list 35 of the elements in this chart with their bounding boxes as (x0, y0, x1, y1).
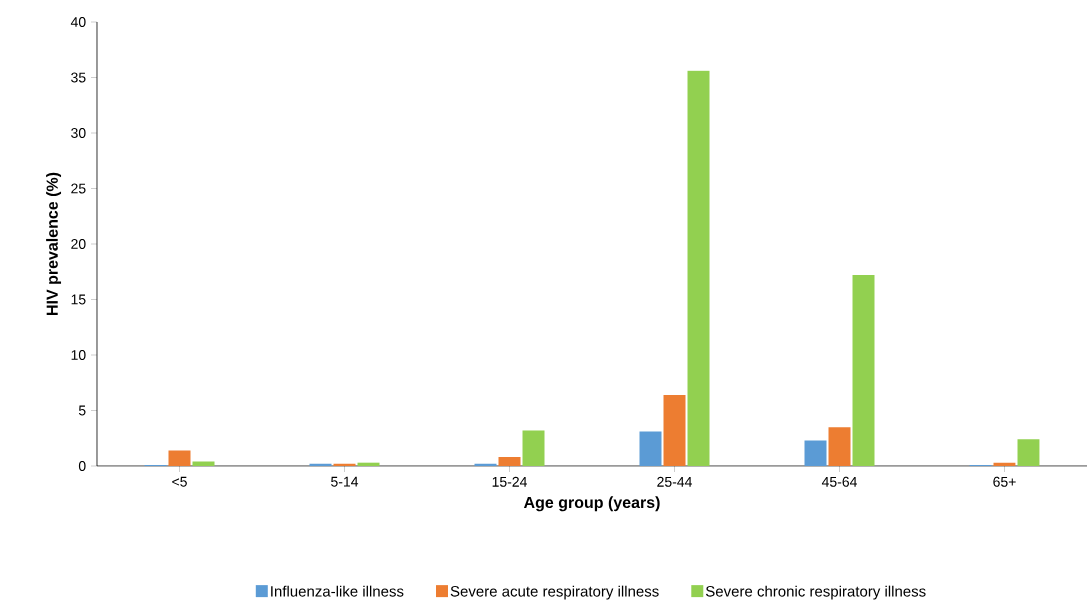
bar (498, 457, 521, 466)
x-tick-label: <5 (172, 476, 187, 487)
bar (168, 450, 191, 466)
y-tick-label: 35 (71, 72, 86, 83)
legend-label: Influenza-like illness (271, 585, 404, 597)
y-tick-label: 40 (70, 17, 86, 27)
y-tick-label: 0 (78, 461, 86, 471)
bar (687, 70, 710, 466)
y-tick-label: 10 (71, 350, 86, 360)
bar (804, 440, 827, 466)
y-tick-label: 5 (78, 405, 86, 416)
y-tick-label: 15 (71, 294, 86, 305)
bar (522, 430, 545, 466)
y-tick-label: 30 (71, 128, 86, 138)
bar (474, 463, 497, 466)
bar (1017, 439, 1040, 466)
x-tick-label: 65+ (993, 476, 1016, 487)
y-tick-label: 25 (71, 183, 86, 194)
bar (663, 394, 686, 466)
legend-label: Severe chronic respiratory illness (705, 585, 926, 600)
x-tick-label: 25-44 (657, 476, 692, 487)
bar (639, 431, 662, 466)
x-axis-title: Age group (years) (523, 496, 660, 512)
bar (357, 462, 380, 466)
bar (828, 427, 851, 466)
bar (309, 463, 332, 466)
y-axis-title: HIV prevalence (%) (46, 172, 62, 315)
x-tick-label: 5-14 (331, 476, 359, 487)
x-tick-label: 15-24 (492, 476, 527, 487)
bar (852, 275, 875, 466)
x-tick-label: 45-64 (821, 476, 857, 487)
legend-label: Severe acute respiratory illness (450, 585, 659, 600)
bar (333, 463, 356, 466)
y-tick-label: 20 (71, 239, 86, 249)
bar (192, 461, 215, 466)
